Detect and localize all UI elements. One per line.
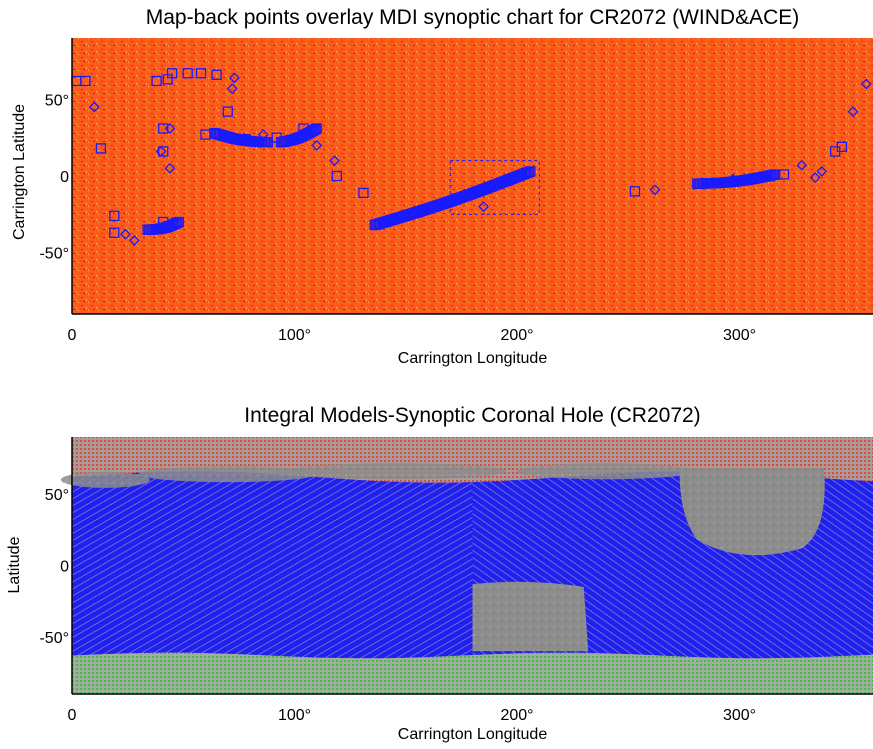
map-back-square-point [331, 170, 342, 182]
map-back-square-point [629, 186, 641, 197]
map-back-diamond-point [164, 162, 176, 174]
dense-map-back-point [172, 217, 183, 228]
coronal-hole-gray-b [679, 468, 825, 556]
y-tick-label: -50° [39, 630, 69, 647]
map-back-diamond-point [649, 184, 661, 196]
dashed-annotation-box [449, 160, 540, 215]
map-back-diamond-point [128, 234, 140, 246]
south-polar-band [72, 652, 873, 694]
map-back-diamond-point [478, 201, 490, 213]
y-tick-label: 0 [60, 169, 69, 186]
dense-map-back-point [173, 216, 184, 228]
x-tick-label: 200° [500, 327, 533, 344]
x-tick-label: 300° [723, 327, 756, 344]
map-back-square-point [182, 68, 193, 79]
map-back-square-point [80, 75, 91, 87]
map-back-diamond-point [796, 159, 808, 171]
y-tick-label: -50° [39, 246, 69, 263]
dense-map-back-point [310, 124, 321, 135]
map-back-diamond-point [119, 228, 131, 240]
map-back-square-point [151, 75, 162, 87]
map-back-square-point [109, 227, 120, 238]
map-back-square-point [778, 169, 790, 180]
map-back-diamond-point [229, 72, 240, 84]
dense-map-back-point [525, 166, 536, 177]
chart1-title: Map-back points overlay MDI synoptic cha… [145, 6, 800, 29]
x-tick-label: 300° [723, 707, 756, 724]
map-back-square-point [95, 143, 107, 154]
map-back-diamond-point [329, 155, 340, 167]
map-back-diamond-point [311, 139, 323, 151]
dense-map-back-point [308, 124, 320, 136]
gray-boundary-patch [60, 471, 150, 488]
map-back-diamond-point [727, 173, 739, 185]
dense-map-back-point [170, 218, 182, 229]
chart2-title: Integral Models-Synoptic Coronal Hole (C… [244, 404, 701, 427]
map-back-diamond-point [860, 78, 872, 90]
x-tick-label: 0 [68, 707, 77, 724]
map-back-square-point [166, 68, 178, 79]
chart1-x-axis-label: Carrington Longitude [397, 350, 548, 367]
map-back-square-point [200, 129, 211, 140]
map-back-diamond-point [226, 83, 238, 95]
x-tick-label: 0 [68, 327, 77, 344]
x-tick-label: 100° [278, 707, 311, 724]
y-tick-label: 50° [45, 487, 69, 504]
gray-boundary-patch [283, 463, 506, 480]
map-back-square-point [222, 106, 233, 117]
map-back-square-point [158, 123, 169, 134]
map-back-square-point [195, 68, 207, 79]
gray-boundary-patch [517, 463, 695, 480]
map-back-square-point [271, 132, 282, 143]
dense-map-back-point [311, 123, 322, 134]
map-back-square-point [836, 141, 847, 153]
map-back-diamond-point [257, 129, 269, 141]
gray-boundary-patch [138, 466, 317, 483]
map-back-diamond-point [164, 123, 176, 134]
map-back-diamond-point [847, 106, 859, 118]
map-back-diamond-point [155, 146, 167, 157]
map-back-square-point [240, 134, 251, 145]
y-tick-label: 50° [45, 92, 69, 109]
map-back-diamond-point [816, 165, 828, 177]
map-back-diamond-point [88, 101, 100, 113]
map-back-square-point [158, 146, 169, 157]
coronal-hole-gray-a [472, 581, 589, 652]
map-back-square-point [158, 216, 169, 228]
map-back-square-point [211, 69, 222, 80]
map-back-square-point [109, 210, 120, 222]
map-back-diamond-point [809, 172, 821, 183]
map-back-square-point [298, 123, 309, 134]
y-tick-label: 0 [60, 559, 69, 576]
x-tick-label: 100° [278, 327, 311, 344]
x-tick-label: 200° [500, 707, 533, 724]
chart2-x-axis-label: Carrington Longitude [397, 726, 548, 743]
map-back-square-point [358, 187, 369, 199]
